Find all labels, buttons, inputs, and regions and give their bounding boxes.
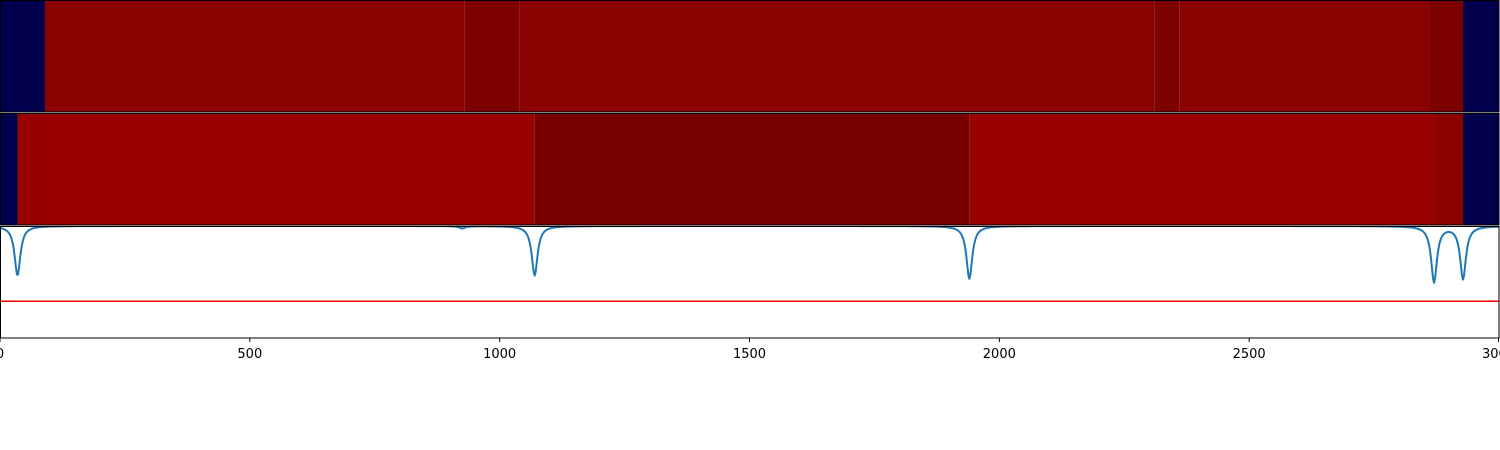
axes-frames <box>0 0 1500 339</box>
heatmap-2-segment-4 <box>1434 113 1464 225</box>
heatmap-1-segment-1 <box>44 0 465 112</box>
x-tick-label: 2000 <box>983 347 1016 362</box>
x-tick-label: 500 <box>237 347 262 362</box>
heatmap-2-segment-1 <box>17 113 535 225</box>
x-tick-label: 3000 <box>1482 347 1500 362</box>
heatmap-1-segment-4 <box>1154 0 1180 112</box>
middle-heatmap-panel <box>0 113 1499 225</box>
heatmap-2-segment-3 <box>969 113 1435 225</box>
x-axis: 0 500 1000 1500 2000 2500 3000 <box>0 338 1500 362</box>
line-plot-panel <box>0 226 1499 302</box>
axes-frame-2 <box>0 113 1500 226</box>
heatmap-1-segment-5 <box>1179 0 1430 112</box>
heatmap-1-segment-2 <box>464 0 520 112</box>
series-dip-curve <box>0 226 1499 284</box>
x-tick-label: 2500 <box>1233 347 1266 362</box>
heatmap-1-segment-0 <box>0 0 45 112</box>
axes-frame-1 <box>0 0 1500 113</box>
x-tick-label: 1000 <box>483 347 516 362</box>
top-heatmap-panel <box>0 0 1499 112</box>
heatmap-2-segment-0 <box>0 113 18 225</box>
x-tick-label: 1500 <box>733 347 766 362</box>
x-tick-label: 0 <box>0 347 4 362</box>
heatmap-2-segment-2 <box>534 113 970 225</box>
heatmap-1-segment-3 <box>519 0 1155 112</box>
heatmap-2-segment-5 <box>1463 113 1499 225</box>
axes-frame-3 <box>0 226 1500 339</box>
heatmap-1-segment-7 <box>1463 0 1499 112</box>
heatmap-1-segment-6 <box>1429 0 1464 112</box>
